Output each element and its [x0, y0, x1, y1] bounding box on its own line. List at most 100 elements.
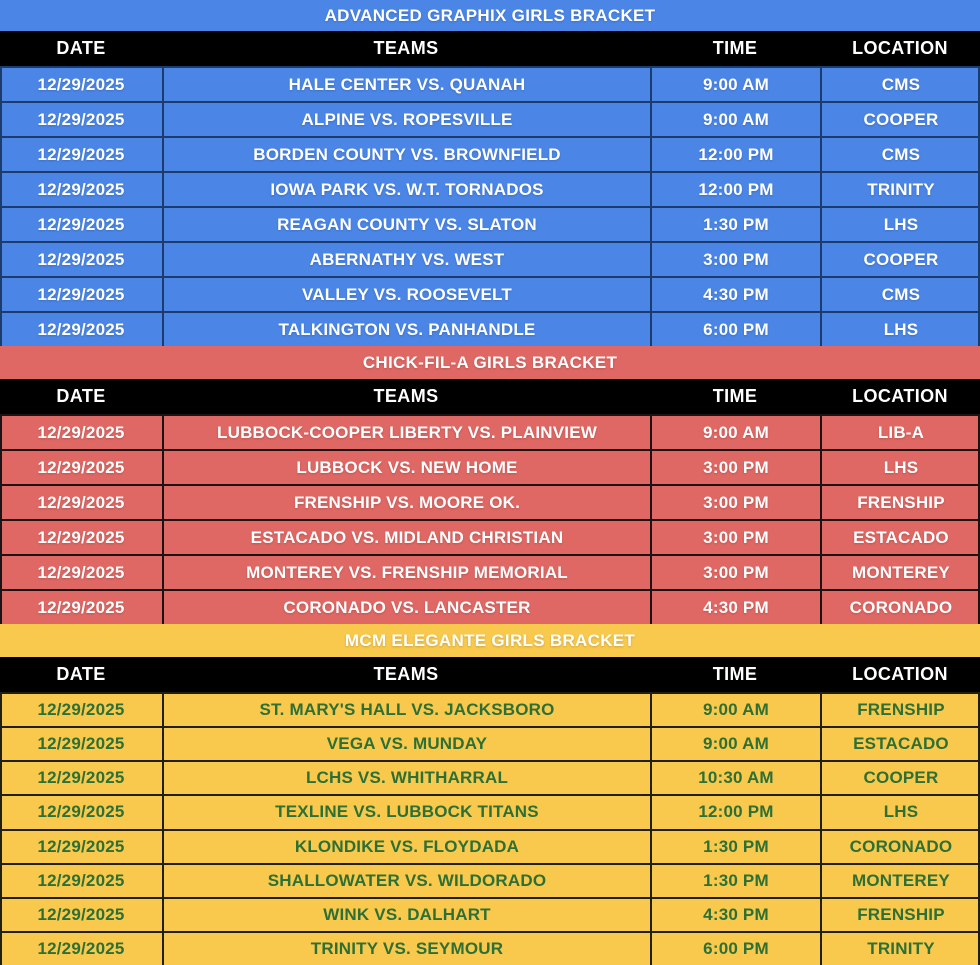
section-title: ADVANCED GRAPHIX GIRLS BRACKET	[0, 0, 980, 31]
game-date: 12/29/2025	[37, 768, 125, 788]
game-row: 12/29/2025 BORDEN COUNTY VS. BROWNFIELD 12…	[0, 136, 980, 171]
game-location: TRINITY	[820, 173, 980, 206]
game-teams: FRENSHIP VS. MOORE OK.	[162, 486, 650, 519]
game-row: 12/29/2025 FRENSHIP VS. MOORE OK. 3:00 PM F…	[0, 484, 980, 519]
section-title-text: ADVANCED GRAPHIX GIRLS BRACKET	[324, 5, 656, 25]
section-title-text: CHICK-FIL-A GIRLS BRACKET	[362, 352, 618, 372]
game-location: CMS	[820, 68, 980, 101]
column-header-location: LOCATION	[852, 38, 948, 58]
game-location: FRENSHIP	[820, 694, 980, 727]
game-time: 1:30 PM	[650, 830, 820, 863]
game-location: COOPER	[820, 243, 980, 276]
column-header-row: DATE TEAMS TIME LOCATION	[0, 657, 980, 692]
game-time: 9:00 AM	[650, 728, 820, 761]
game-teams: CORONADO VS. LANCASTER	[162, 591, 650, 624]
game-row: 12/29/2025 LUBBOCK-COOPER LIBERTY VS. PLA…	[0, 414, 980, 449]
game-row: 12/29/2025 HALE CENTER VS. QUANAH 9:00 AM C…	[0, 66, 980, 101]
section-title-text: MCM ELEGANTE GIRLS BRACKET	[344, 630, 636, 650]
game-row: 12/29/2025 SHALLOWATER VS. WILDORADO 1:30 …	[0, 862, 980, 897]
game-teams: TALKINGTON VS. PANHANDLE	[162, 313, 650, 346]
game-teams: MONTEREY VS. FRENSHIP MEMORIAL	[162, 556, 650, 589]
game-teams: ESTACADO VS. MIDLAND CHRISTIAN	[162, 521, 650, 554]
game-time: 12:00 PM	[650, 138, 820, 171]
game-time: 3:00 PM	[650, 556, 820, 589]
column-header-row: DATE TEAMS TIME LOCATION	[0, 31, 980, 66]
game-teams: HALE CENTER VS. QUANAH	[162, 68, 650, 101]
game-date: 12/29/2025	[37, 284, 125, 304]
game-teams: ABERNATHY VS. WEST	[162, 243, 650, 276]
game-row: 12/29/2025 KLONDIKE VS. FLOYDADA 1:30 PM CO…	[0, 828, 980, 863]
game-location: TRINITY	[820, 932, 980, 965]
column-header-time: TIME	[712, 386, 758, 406]
game-teams: LUBBOCK-COOPER LIBERTY VS. PLAINVIEW	[162, 416, 650, 449]
game-date: 12/29/2025	[37, 802, 125, 822]
game-row: 12/29/2025 IOWA PARK VS. W.T. TORNADOS 12:…	[0, 171, 980, 206]
column-header-teams: TEAMS	[373, 664, 439, 684]
game-time: 4:30 PM	[650, 278, 820, 311]
game-row: 12/29/2025 ESTACADO VS. MIDLAND CHRISTIAN…	[0, 519, 980, 554]
game-time: 3:00 PM	[650, 243, 820, 276]
game-time: 4:30 PM	[650, 898, 820, 931]
game-time: 6:00 PM	[650, 932, 820, 965]
game-location: CMS	[820, 278, 980, 311]
game-row: 12/29/2025 WINK VS. DALHART 4:30 PM FRENSHI…	[0, 896, 980, 931]
game-location: LHS	[820, 796, 980, 829]
game-date: 12/29/2025	[37, 562, 125, 582]
game-location: ESTACADO	[820, 728, 980, 761]
column-header-teams: TEAMS	[373, 38, 439, 58]
game-teams: VEGA VS. MUNDAY	[162, 728, 650, 761]
game-date: 12/29/2025	[37, 422, 125, 442]
section-title: CHICK-FIL-A GIRLS BRACKET	[0, 346, 980, 379]
game-location: CMS	[820, 138, 980, 171]
game-date: 12/29/2025	[37, 319, 125, 339]
game-location: MONTEREY	[820, 864, 980, 897]
game-teams: VALLEY VS. ROOSEVELT	[162, 278, 650, 311]
game-teams: TEXLINE VS. LUBBOCK TITANS	[162, 796, 650, 829]
game-time: 9:00 AM	[650, 68, 820, 101]
game-teams: BORDEN COUNTY VS. BROWNFIELD	[162, 138, 650, 171]
game-teams: LCHS VS. WHITHARRAL	[162, 762, 650, 795]
column-header-date: DATE	[56, 664, 106, 684]
game-date: 12/29/2025	[37, 904, 125, 924]
game-location: FRENSHIP	[820, 486, 980, 519]
game-time: 4:30 PM	[650, 591, 820, 624]
game-date: 12/29/2025	[37, 109, 125, 129]
game-date: 12/29/2025	[37, 527, 125, 547]
game-time: 10:30 AM	[650, 762, 820, 795]
game-time: 6:00 PM	[650, 313, 820, 346]
game-time: 12:00 PM	[650, 173, 820, 206]
game-location: COOPER	[820, 103, 980, 136]
column-header-time: TIME	[712, 664, 758, 684]
game-location: MONTEREY	[820, 556, 980, 589]
game-teams: WINK VS. DALHART	[162, 898, 650, 931]
game-time: 9:00 AM	[650, 416, 820, 449]
game-date: 12/29/2025	[37, 734, 125, 754]
column-header-date: DATE	[56, 38, 106, 58]
game-time: 12:00 PM	[650, 796, 820, 829]
game-date: 12/29/2025	[37, 492, 125, 512]
game-row: 12/29/2025 VEGA VS. MUNDAY 9:00 AM ESTACADO	[0, 726, 980, 761]
game-teams: REAGAN COUNTY VS. SLATON	[162, 208, 650, 241]
section-title: MCM ELEGANTE GIRLS BRACKET	[0, 624, 980, 657]
game-time: 3:00 PM	[650, 521, 820, 554]
column-header-location: LOCATION	[852, 386, 948, 406]
game-date: 12/29/2025	[37, 214, 125, 234]
bracket-section-mcm-elegante: MCM ELEGANTE GIRLS BRACKET DATE TEAMS TIME L…	[0, 624, 980, 965]
column-header-date: DATE	[56, 386, 106, 406]
game-time: 9:00 AM	[650, 103, 820, 136]
game-location: ESTACADO	[820, 521, 980, 554]
game-date: 12/29/2025	[37, 700, 125, 720]
game-date: 12/29/2025	[37, 597, 125, 617]
game-row: 12/29/2025 LCHS VS. WHITHARRAL 10:30 AM COO…	[0, 760, 980, 795]
bracket-section-advanced-graphix: ADVANCED GRAPHIX GIRLS BRACKET DATE TEAMS T…	[0, 0, 980, 346]
game-teams: SHALLOWATER VS. WILDORADO	[162, 864, 650, 897]
game-date: 12/29/2025	[37, 870, 125, 890]
game-row: 12/29/2025 TEXLINE VS. LUBBOCK TITANS 12:0…	[0, 794, 980, 829]
game-location: LHS	[820, 451, 980, 484]
game-row: 12/29/2025 ABERNATHY VS. WEST 3:00 PM COOPE…	[0, 241, 980, 276]
game-location: LHS	[820, 313, 980, 346]
game-time: 3:00 PM	[650, 451, 820, 484]
game-date: 12/29/2025	[37, 249, 125, 269]
game-row: 12/29/2025 CORONADO VS. LANCASTER 4:30 PM C…	[0, 589, 980, 624]
game-row: 12/29/2025 TRINITY VS. SEYMOUR 6:00 PM TRIN…	[0, 930, 980, 965]
